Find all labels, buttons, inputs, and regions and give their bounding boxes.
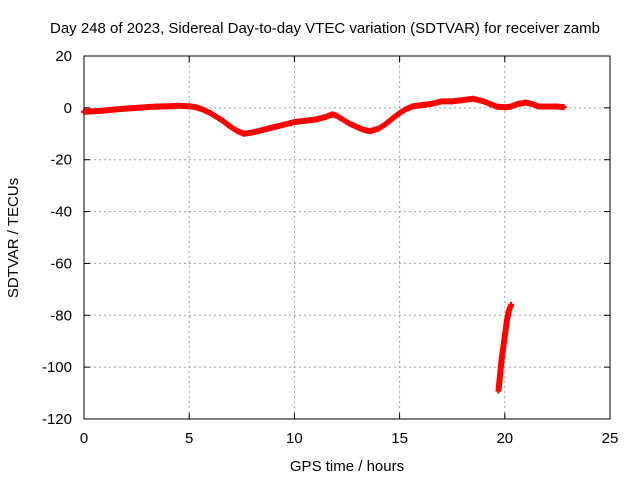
x-tick-label: 10 [286, 430, 303, 447]
y-tick-label: -20 [50, 152, 72, 169]
x-tick-label: 20 [496, 430, 513, 447]
data-point [560, 104, 567, 111]
y-tick-label: -80 [50, 307, 72, 324]
series-sdtvar-drop [495, 301, 515, 394]
plot-frame [83, 55, 611, 420]
x-tick-label: 15 [391, 430, 408, 447]
data-point [508, 301, 515, 308]
y-tick-label: -120 [42, 411, 72, 428]
y-axis-tick-labels: 20 0 -20 -40 -60 -80 -100 -120 [42, 48, 72, 428]
y-tick-label: -60 [50, 255, 72, 272]
y-tick-label: -40 [50, 204, 72, 221]
y-tick-label: 20 [55, 48, 72, 65]
grid-lines [84, 56, 610, 419]
x-tick-label: 25 [602, 430, 619, 447]
data-series [81, 95, 567, 394]
y-tick-label: 0 [64, 100, 72, 117]
y-axis-title: SDTVAR / TECUs [5, 178, 22, 298]
chart-title: Day 248 of 2023, Sidereal Day-to-day VTE… [50, 20, 600, 37]
series-sdtvar [81, 95, 567, 137]
x-tick-label: 5 [185, 430, 193, 447]
axis-ticks [83, 55, 611, 420]
x-tick-label: 0 [80, 430, 88, 447]
x-axis-tick-labels: 0 5 10 15 20 25 [80, 430, 619, 447]
y-tick-label: -100 [42, 359, 72, 376]
x-axis-title: GPS time / hours [290, 458, 404, 475]
